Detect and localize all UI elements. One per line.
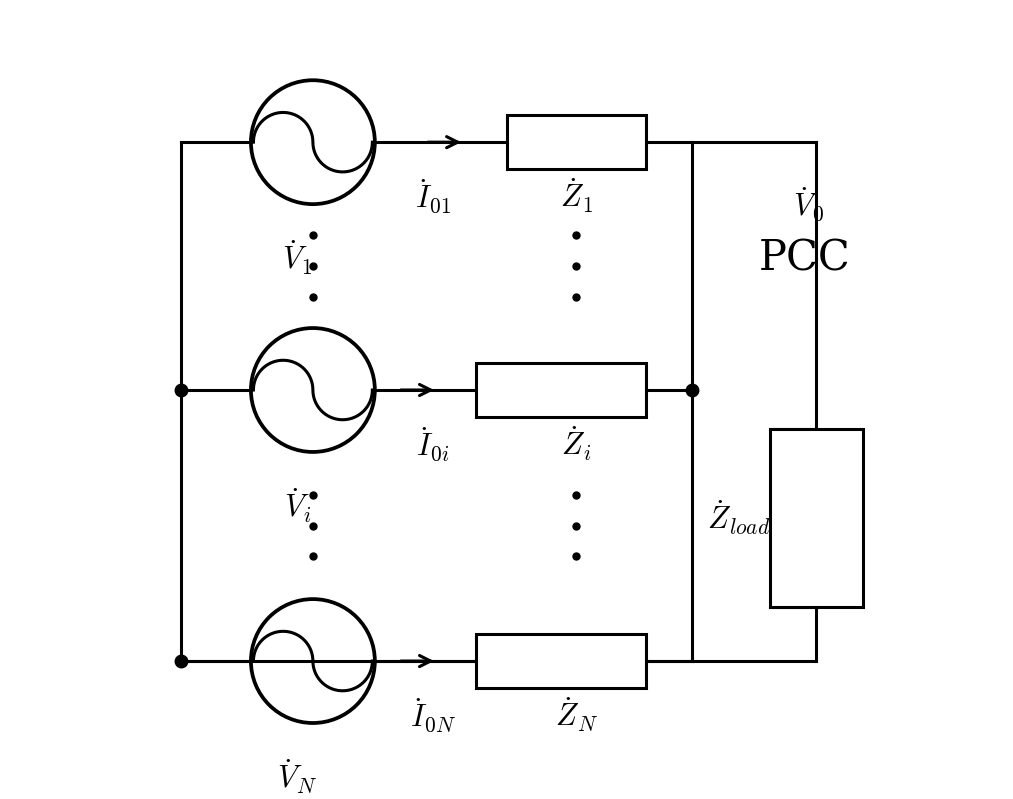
- FancyBboxPatch shape: [770, 429, 863, 606]
- Text: $\dot{Z}_{load}$: $\dot{Z}_{load}$: [707, 499, 771, 537]
- Text: $\dot{Z}_N$: $\dot{Z}_N$: [555, 696, 598, 734]
- Text: $\dot{I}_{0i}$: $\dot{I}_{0i}$: [416, 426, 450, 463]
- Text: $\dot{V}_i$: $\dot{V}_i$: [284, 487, 311, 525]
- Text: $\dot{V}_N$: $\dot{V}_N$: [278, 758, 317, 797]
- Text: $\dot{I}_{0N}$: $\dot{I}_{0N}$: [409, 697, 456, 734]
- Text: $\dot{Z}_1$: $\dot{Z}_1$: [559, 177, 593, 216]
- FancyBboxPatch shape: [475, 634, 646, 688]
- Text: PCC: PCC: [759, 237, 851, 280]
- Text: $\dot{V}_1$: $\dot{V}_1$: [283, 240, 312, 277]
- Text: $\dot{Z}_i$: $\dot{Z}_i$: [561, 425, 592, 463]
- FancyBboxPatch shape: [475, 363, 646, 417]
- FancyBboxPatch shape: [506, 115, 646, 169]
- Text: $\dot{I}_{01}$: $\dot{I}_{01}$: [414, 177, 451, 215]
- Text: $\dot{V}_0$: $\dot{V}_0$: [793, 185, 824, 223]
